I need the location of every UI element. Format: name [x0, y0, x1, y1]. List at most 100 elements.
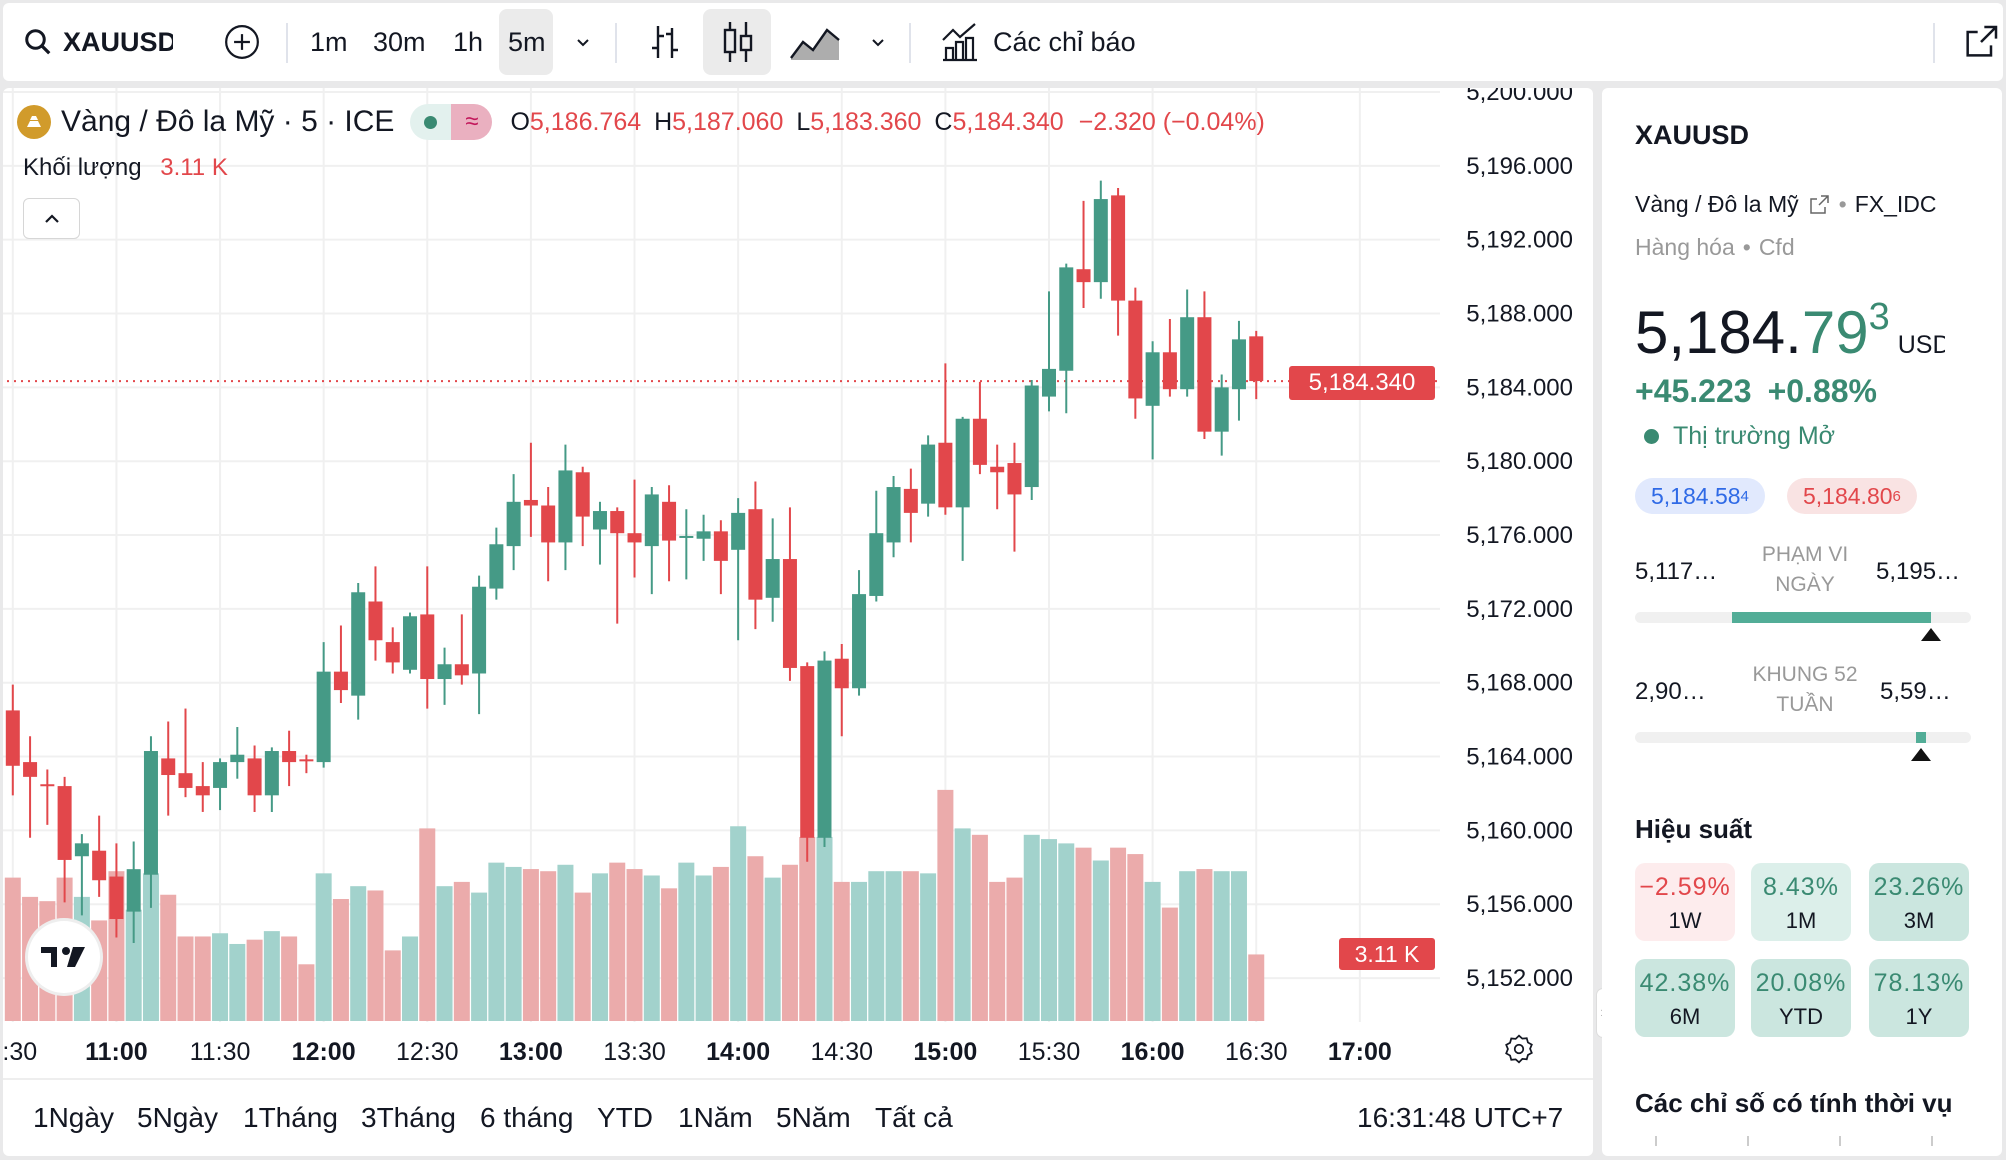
range-button-1[interactable]: 5Ngày: [137, 1102, 218, 1133]
performance-title: Hiệu suất: [1635, 814, 1753, 844]
performance-tile-1W[interactable]: −2.59% 1W: [1635, 863, 1735, 941]
range-button-4[interactable]: 6 tháng: [480, 1102, 574, 1133]
external-link-icon: [1966, 25, 1998, 57]
candle-body: [472, 586, 487, 674]
volume-bar: [661, 888, 678, 1021]
day-high: 5,195…: [1876, 558, 1961, 585]
external-link-icon[interactable]: [1807, 193, 1831, 217]
status-dot-icon: [1644, 429, 1659, 444]
volume-bar: [1161, 907, 1178, 1021]
seasonal-tick: [1655, 1136, 1657, 1146]
volume-label: Khối lượng: [23, 154, 142, 181]
bid-price[interactable]: 5,184.58 4: [1635, 478, 1765, 514]
range-button-7[interactable]: 5Năm: [776, 1102, 851, 1133]
candle-body: [299, 759, 314, 762]
candle-body: [74, 843, 89, 857]
interval-5m[interactable]: 5m: [508, 3, 546, 81]
gear-icon: [1505, 1034, 1533, 1064]
ohlc-bars-icon: [652, 26, 678, 58]
interval-1h[interactable]: 1h: [453, 3, 483, 81]
chart-style-dropdown[interactable]: [868, 3, 888, 81]
symbol-input[interactable]: XAUUSD: [63, 26, 173, 57]
range-button-0[interactable]: 1Ngày: [33, 1102, 114, 1133]
ask-price[interactable]: 5,184.80 6: [1787, 478, 1917, 514]
range-button-6[interactable]: 1Năm: [678, 1102, 753, 1133]
candle-body: [558, 470, 573, 543]
chart-pane[interactable]: 5,152.000 5,156.000 5,160.000 5,164.000 5,16…: [3, 88, 1593, 1156]
price-tick-label: 5,164.000: [1466, 744, 1573, 771]
symbol-title[interactable]: Vàng / Đô la Mỹ · 5 · ICE: [61, 105, 395, 138]
range-button-5[interactable]: YTD: [597, 1102, 653, 1133]
time-tick-label: 0:30: [3, 1038, 37, 1066]
candles-style-button[interactable]: [720, 3, 756, 81]
symbol-name[interactable]: Vàng / Đô la Mỹ: [1635, 191, 1799, 217]
volume-bar: [678, 862, 695, 1021]
tradingview-logo[interactable]: [28, 921, 100, 993]
price-tick-label: 5,196.000: [1466, 153, 1573, 180]
candle-body: [143, 751, 158, 875]
candle-body: [610, 511, 625, 534]
collapse-legend-button[interactable]: [23, 198, 80, 239]
candle-body: [1076, 269, 1091, 283]
price-superscript: 3: [1868, 296, 1890, 338]
performance-value: 8.43%: [1763, 873, 1839, 901]
plus-circle-icon: [225, 25, 259, 59]
volume-bar: [160, 894, 177, 1021]
candle-body: [731, 512, 746, 550]
range-button-2[interactable]: 1Tháng: [243, 1102, 338, 1133]
performance-tile-1Y[interactable]: 78.13% 1Y: [1869, 959, 1969, 1037]
candle-body: [696, 531, 711, 539]
performance-tile-YTD[interactable]: 20.08% YTD: [1751, 959, 1851, 1037]
price-main: 5,184.: [1635, 299, 1802, 366]
wk52-price-marker-icon: [1910, 748, 1931, 761]
range-button-8[interactable]: Tất cả: [875, 1102, 953, 1133]
interval-1m[interactable]: 1m: [310, 3, 348, 81]
candle-body: [523, 499, 538, 506]
volume-bar: [1179, 871, 1196, 1021]
range-button-3[interactable]: 3Tháng: [361, 1102, 456, 1133]
volume-bar: [1196, 869, 1213, 1021]
candle-body: [5, 710, 20, 766]
market-status-pill[interactable]: ≈: [410, 104, 493, 140]
performance-tile-3M[interactable]: 23.26% 3M: [1869, 863, 1969, 941]
candle-body: [817, 660, 832, 838]
open-fullscreen-button[interactable]: [1961, 3, 2001, 81]
performance-period: YTD: [1779, 1004, 1823, 1029]
volume-bar: [246, 939, 263, 1021]
exchange-name: FX_IDC: [1854, 191, 1937, 217]
performance-tile-1M[interactable]: 8.43% 1M: [1751, 863, 1851, 941]
volume-bar: [142, 873, 159, 1021]
candlestick-icon: [723, 22, 753, 62]
area-style-button[interactable]: [789, 3, 841, 81]
candle-body: [1249, 336, 1264, 382]
high-value: 5,187.060: [672, 107, 784, 136]
price-tick-label: 5,172.000: [1466, 596, 1573, 623]
close-value: 5,184.340: [952, 107, 1064, 136]
volume-bar: [626, 869, 643, 1021]
volume-bar: [574, 892, 591, 1021]
volume-bar: [384, 950, 401, 1021]
day-range-label: PHẠM VI NGÀY: [1761, 543, 1849, 596]
time-tick-label: 12:30: [396, 1038, 459, 1066]
open-label: O: [510, 107, 530, 136]
bars-style-button[interactable]: [648, 3, 682, 81]
indicators-button[interactable]: Các chỉ báo: [939, 3, 1136, 81]
candle-body: [351, 592, 366, 696]
candle-body: [972, 418, 987, 465]
interval-30m[interactable]: 30m: [373, 3, 426, 81]
seasonal-tick: [1747, 1136, 1749, 1146]
symbol-search[interactable]: XAUUSD: [23, 3, 173, 81]
performance-tile-6M[interactable]: 42.38% 6M: [1635, 959, 1735, 1037]
candle-body: [748, 509, 763, 600]
volume-bar: [522, 869, 539, 1021]
volume-bar: [315, 873, 332, 1021]
interval-dropdown[interactable]: [573, 3, 593, 81]
candle-body: [1042, 368, 1056, 397]
price-chart[interactable]: 5,152.000 5,156.000 5,160.000 5,164.000 5,16…: [3, 88, 1593, 1156]
time-tick-label: 15:30: [1018, 1038, 1081, 1066]
candle-body: [1007, 463, 1022, 495]
candle-body: [213, 762, 228, 788]
compare-symbol-button[interactable]: [223, 3, 261, 81]
chart-settings-button[interactable]: [1503, 1033, 1535, 1070]
candle-body: [627, 533, 642, 543]
